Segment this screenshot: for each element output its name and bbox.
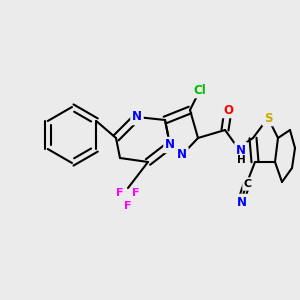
Text: N: N (132, 110, 142, 124)
Text: F: F (116, 188, 124, 198)
Text: S: S (264, 112, 272, 124)
Text: N: N (237, 196, 247, 208)
Text: F: F (124, 201, 132, 211)
Text: F: F (132, 188, 140, 198)
Text: C: C (244, 179, 252, 189)
Text: O: O (223, 103, 233, 116)
Text: Cl: Cl (194, 83, 206, 97)
Text: N: N (165, 139, 175, 152)
Text: N: N (236, 143, 246, 157)
Text: N: N (177, 148, 187, 161)
Text: H: H (237, 155, 245, 165)
